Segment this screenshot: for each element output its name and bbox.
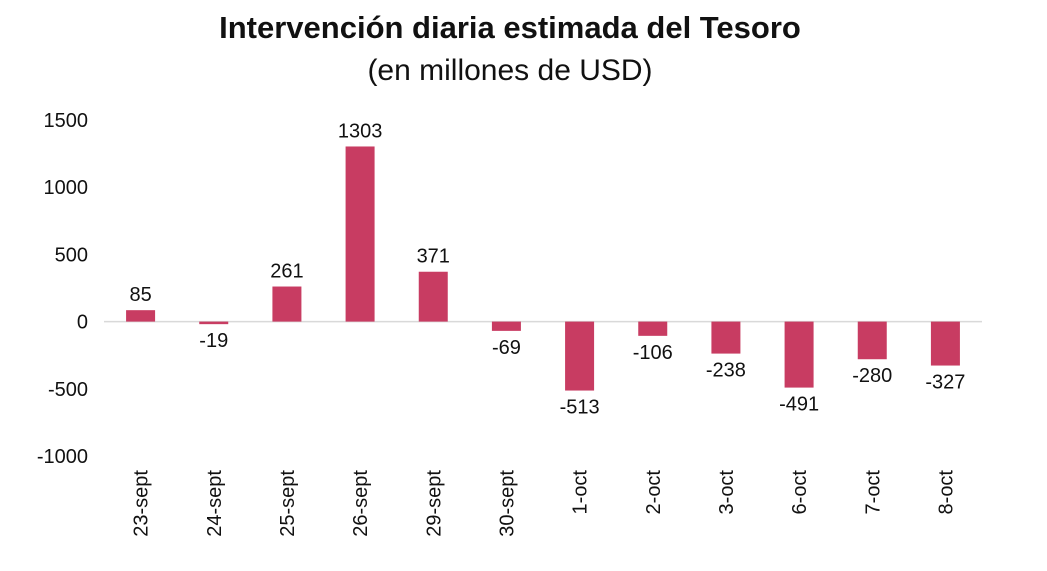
y-tick-label: 500 — [55, 244, 88, 266]
chart-title: Intervención diaria estimada del Tesoro — [219, 10, 801, 45]
x-tick-label: 24-sept — [204, 470, 226, 537]
x-tick-label: 25-sept — [277, 470, 299, 537]
data-label: -327 — [925, 372, 965, 394]
x-tick-label: 23-sept — [131, 470, 153, 537]
bar-3-oct — [711, 321, 741, 354]
bar-7-oct — [857, 321, 887, 360]
bar-2-oct — [638, 321, 668, 336]
data-label: -491 — [779, 394, 819, 416]
x-tick-label: 1-oct — [570, 470, 592, 515]
x-axis-labels: 23-sept 24-sept 25-sept 26-sept 29-sept 30-se… — [131, 470, 958, 537]
data-label: 261 — [270, 261, 303, 283]
x-tick-label: 29-sept — [423, 470, 445, 537]
data-label: -513 — [560, 397, 600, 419]
bar-8-oct — [930, 321, 960, 366]
y-tick-label: -500 — [48, 379, 88, 401]
bar-6-oct — [784, 321, 814, 388]
x-tick-label: 6-oct — [789, 470, 811, 515]
chart-subtitle: (en millones de USD) — [367, 54, 653, 87]
y-tick-label: 1500 — [44, 110, 89, 132]
y-tick-label: -1000 — [37, 446, 88, 468]
data-label: -19 — [199, 330, 228, 352]
y-tick-label: 0 — [77, 312, 88, 334]
x-tick-label: 3-oct — [716, 470, 738, 515]
y-tick-label: 1000 — [44, 177, 89, 199]
x-tick-label: 2-oct — [643, 470, 665, 515]
data-label: -69 — [492, 337, 521, 359]
bar-23-sept — [126, 310, 156, 322]
data-label: 1303 — [338, 120, 383, 142]
data-labels-group: 85 -19 261 1303 371 -69 -513 -106 -238 -491 -280 -3… — [129, 120, 965, 418]
bar-30-sept — [491, 321, 521, 331]
bar-1-oct — [565, 321, 595, 391]
bar-24-sept — [199, 321, 229, 325]
data-label: -280 — [852, 365, 892, 387]
x-tick-label: 7-oct — [862, 470, 884, 515]
data-label: -238 — [706, 360, 746, 382]
data-label: 85 — [129, 284, 151, 306]
bar-29-sept — [418, 271, 448, 322]
x-tick-label: 8-oct — [935, 470, 957, 515]
x-tick-label: 30-sept — [496, 470, 518, 537]
bars-group — [126, 146, 960, 391]
bar-26-sept — [345, 146, 375, 322]
data-label: -106 — [633, 342, 673, 364]
x-tick-label: 26-sept — [350, 470, 372, 537]
bar-25-sept — [272, 286, 302, 322]
y-axis-ticks: 1500 1000 500 0 -500 -1000 — [37, 110, 88, 468]
data-label: 371 — [417, 246, 450, 268]
